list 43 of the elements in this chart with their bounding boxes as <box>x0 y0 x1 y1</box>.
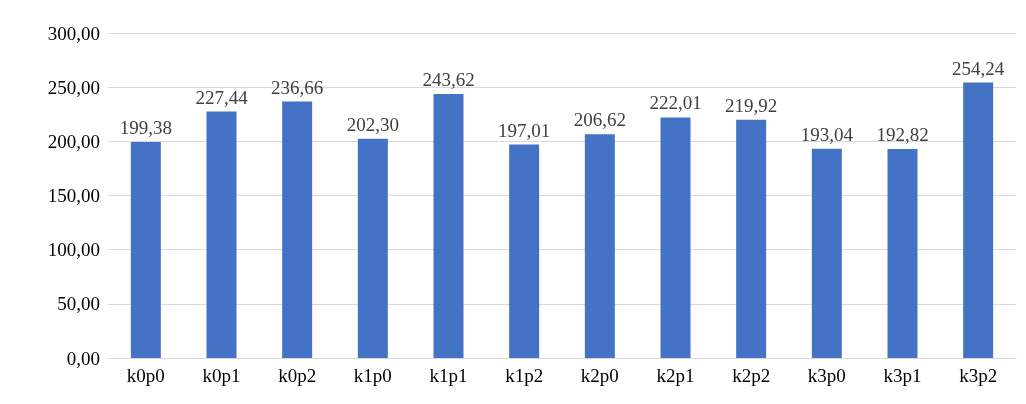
x-tick-label: k2p0 <box>580 365 619 386</box>
data-label: 197,01 <box>498 119 551 141</box>
x-tick-label: k1p0 <box>353 365 392 386</box>
data-label: 227,44 <box>195 86 249 108</box>
y-tick-label: 0,00 <box>66 347 100 369</box>
bar <box>736 119 767 358</box>
x-tick-label: k3p1 <box>883 365 922 386</box>
bar <box>357 138 388 358</box>
bar <box>660 117 691 358</box>
y-tick-label: 250,00 <box>47 76 100 98</box>
data-label: 192,82 <box>876 124 929 146</box>
bar <box>206 111 237 358</box>
data-label: 193,04 <box>800 123 854 145</box>
bar <box>282 101 313 358</box>
bar <box>130 142 161 358</box>
x-tick-label: k0p0 <box>126 365 165 386</box>
x-tick-label: k2p2 <box>732 365 771 386</box>
x-tick-label: k1p2 <box>505 365 544 386</box>
data-label: 222,01 <box>649 92 702 114</box>
x-tick-label: k3p2 <box>959 365 998 386</box>
x-tick-label: k3p0 <box>807 365 846 386</box>
bar <box>433 94 464 358</box>
data-label: 206,62 <box>573 109 626 131</box>
data-label: 254,24 <box>952 57 1005 79</box>
y-tick-label: 100,00 <box>47 239 100 261</box>
bar <box>963 82 994 358</box>
x-tick-label: k0p1 <box>202 365 241 386</box>
y-tick-label: 200,00 <box>47 130 100 152</box>
data-label: 243,62 <box>422 69 475 91</box>
bar <box>509 144 540 358</box>
bar <box>811 148 842 358</box>
y-tick-label: 150,00 <box>47 185 100 206</box>
x-tick-label: k0p2 <box>278 365 317 386</box>
bar <box>584 134 615 358</box>
y-tick-label: 300,00 <box>47 22 100 44</box>
data-label: 202,30 <box>346 113 399 135</box>
x-tick-label: k2p1 <box>656 365 695 386</box>
data-label: 236,66 <box>271 76 324 98</box>
x-tick-label: k1p1 <box>429 365 468 386</box>
y-tick-label: 50,00 <box>57 293 100 315</box>
data-label: 219,92 <box>725 94 778 116</box>
data-label: 199,38 <box>119 117 172 139</box>
bar <box>887 149 918 358</box>
